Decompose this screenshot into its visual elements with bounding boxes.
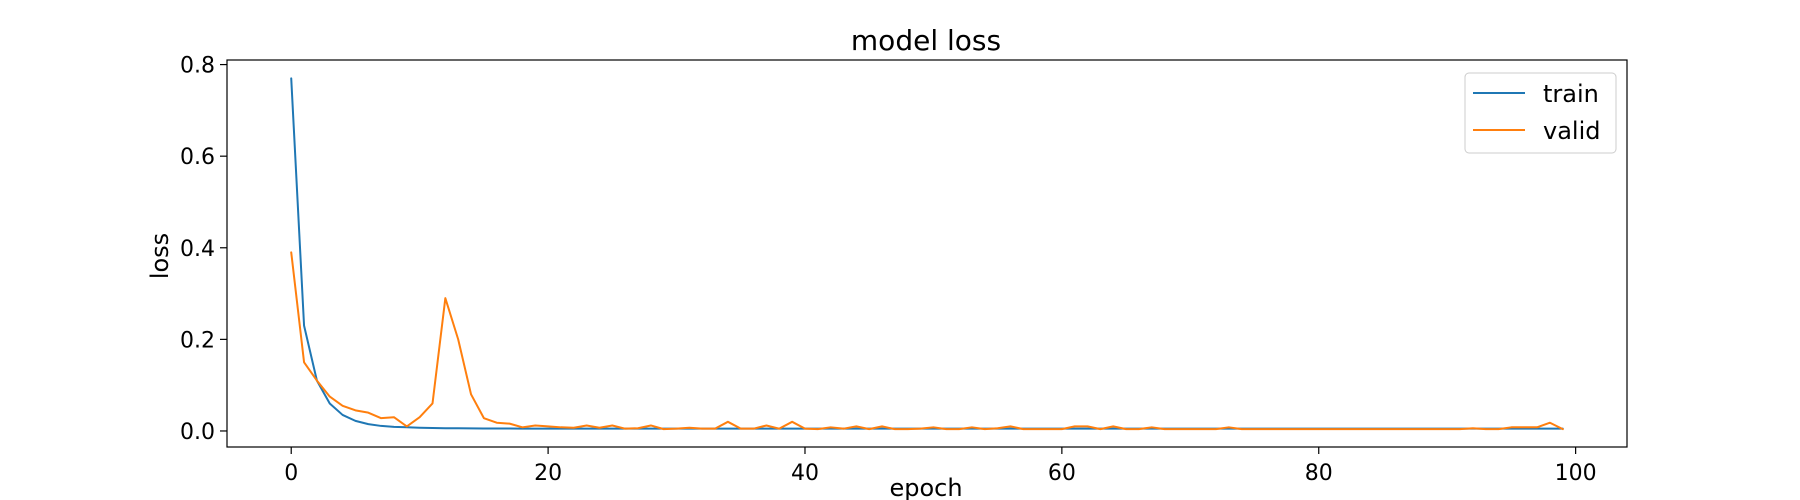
x-tick-label: 0: [284, 461, 298, 486]
x-tick-label: 60: [1048, 461, 1076, 486]
x-tick-label: 80: [1305, 461, 1333, 486]
y-tick-label: 0.4: [180, 237, 215, 262]
legend-label-train: train: [1543, 80, 1599, 108]
y-axis-label: loss: [146, 233, 174, 279]
y-axis-ticks: 0.0 0.2 0.4 0.6 0.8: [180, 54, 227, 445]
legend: train valid: [1464, 72, 1617, 154]
plot-frame: [226, 59, 1628, 448]
series-line-valid: [290, 251, 1564, 431]
x-axis-ticks: 0 20 40 60 80 100: [284, 447, 1597, 486]
series-line-train: [290, 77, 1564, 430]
x-tick-label: 20: [534, 461, 562, 486]
chart-title: model loss: [851, 24, 1001, 57]
plot-area: [226, 59, 1628, 448]
x-tick-label: 100: [1555, 461, 1597, 486]
y-tick-label: 0.6: [180, 145, 215, 170]
y-tick-label: 0.8: [180, 54, 215, 79]
x-tick-label: 40: [791, 461, 819, 486]
series-layer: [290, 77, 1564, 431]
y-tick-label: 0.0: [180, 420, 215, 445]
y-tick-label: 0.2: [180, 328, 215, 353]
x-axis-label: epoch: [889, 474, 962, 500]
legend-label-valid: valid: [1543, 117, 1600, 145]
